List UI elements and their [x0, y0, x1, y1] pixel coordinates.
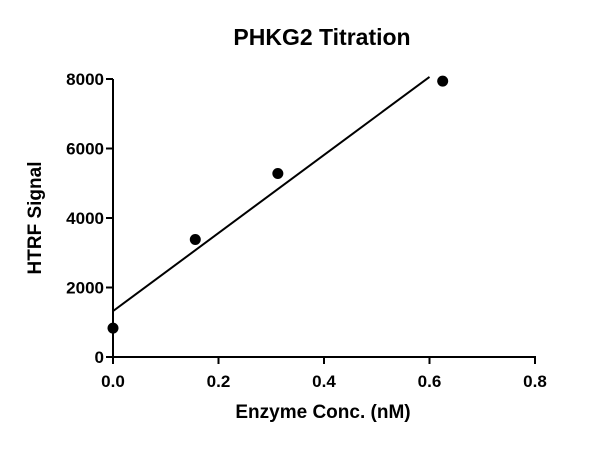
- data-points: [107, 75, 449, 334]
- chart-title: PHKG2 Titration: [233, 24, 410, 50]
- data-point: [437, 75, 449, 87]
- data-point: [189, 234, 201, 246]
- y-tick-label: 0: [95, 348, 104, 367]
- y-axis: 0 2000 4000 6000 8000: [66, 70, 114, 367]
- x-tick-label: 0.8: [523, 372, 547, 391]
- y-tick-label: 2000: [66, 279, 104, 298]
- y-tick-label: 8000: [66, 70, 104, 89]
- y-axis-label: HTRF Signal: [25, 162, 46, 275]
- x-tick-label: 0.4: [312, 372, 336, 391]
- x-tick-label: 0.6: [418, 372, 442, 391]
- y-tick-label: 4000: [66, 209, 104, 228]
- data-point: [272, 168, 284, 180]
- fit-line: [112, 76, 431, 312]
- data-point: [107, 322, 119, 334]
- x-tick-label: 0.0: [101, 372, 125, 391]
- x-axis: 0.0 0.2 0.4 0.6 0.8: [101, 356, 547, 391]
- x-tick-label: 0.2: [207, 372, 231, 391]
- x-axis-label: Enzyme Conc. (nM): [235, 402, 410, 423]
- y-tick-label: 6000: [66, 140, 104, 159]
